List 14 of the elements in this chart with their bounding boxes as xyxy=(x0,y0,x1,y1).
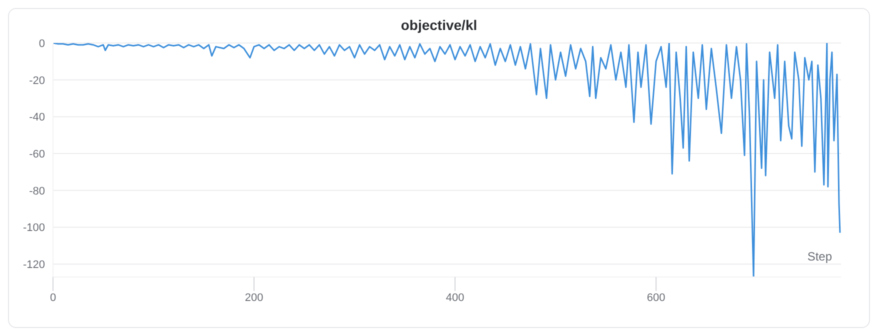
x-tick-label: 400 xyxy=(446,292,464,304)
x-tick-label: 200 xyxy=(244,292,264,304)
x-tick-label: 600 xyxy=(646,292,666,304)
y-tick-label: -120 xyxy=(22,259,45,272)
y-tick-label: -100 xyxy=(22,222,45,234)
y-tick-label: -40 xyxy=(29,112,45,124)
y-tick-label: -20 xyxy=(29,74,45,87)
line-series xyxy=(53,43,841,277)
y-tick-label: -80 xyxy=(29,185,45,198)
chart-title: objective/kl xyxy=(400,17,478,33)
y-tick-label: -60 xyxy=(29,148,45,160)
x-tick-label: 0 xyxy=(50,292,56,304)
y-tick-label: 0 xyxy=(38,38,45,50)
x-axis-title: Step xyxy=(807,250,832,264)
